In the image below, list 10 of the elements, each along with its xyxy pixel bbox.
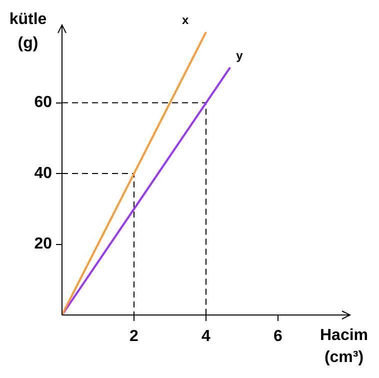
- series-label: x: [182, 13, 189, 28]
- x-tick-label: 6: [274, 328, 283, 346]
- x-tick-label: 2: [130, 328, 139, 346]
- y-tick-label: 40: [34, 164, 52, 182]
- x-tick-label: 4: [202, 328, 211, 346]
- series-label: y: [236, 48, 244, 62]
- y-axis-title: kütle (g): [9, 11, 47, 52]
- x-axis-title: Hacim (cm³): [320, 327, 368, 366]
- y-tick-label: 60: [34, 94, 52, 112]
- y-tick-label: 20: [34, 236, 52, 253]
